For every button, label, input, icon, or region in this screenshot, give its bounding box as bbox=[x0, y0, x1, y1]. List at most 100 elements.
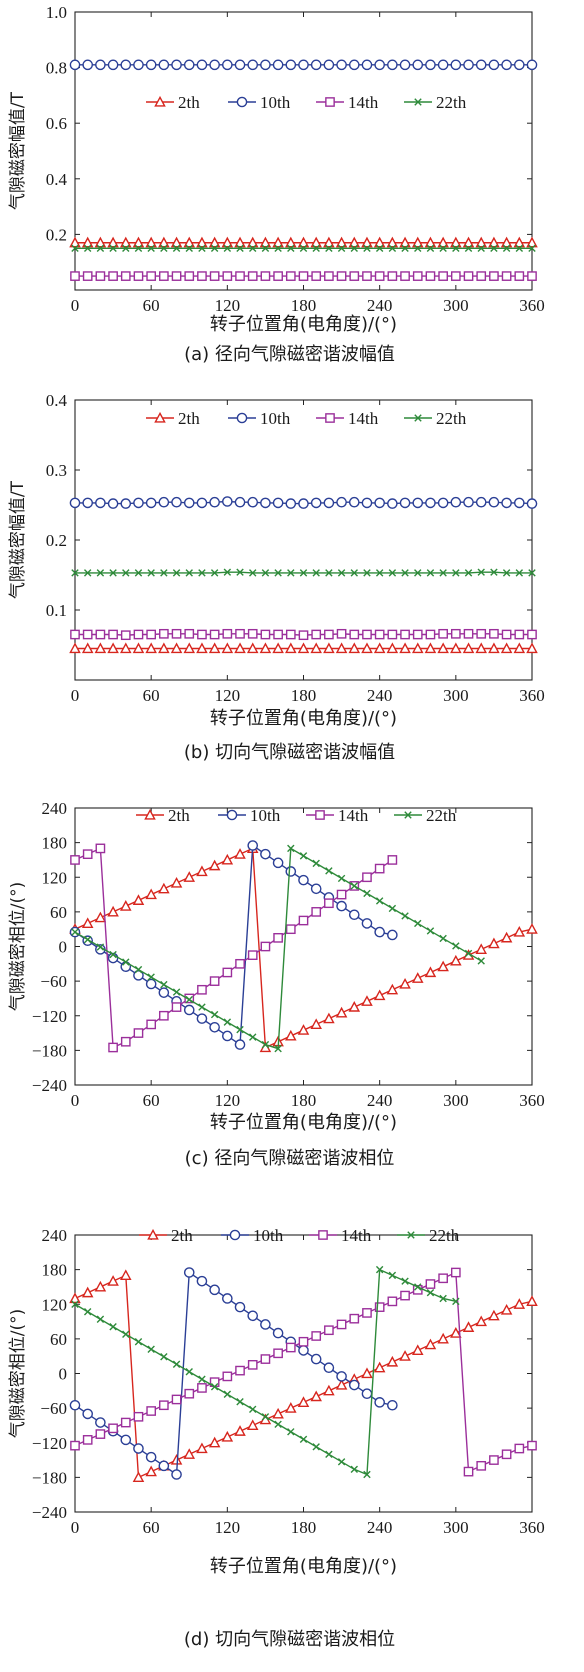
data-point-10th bbox=[336, 496, 347, 508]
data-point-22th bbox=[185, 1368, 193, 1376]
series-line-22th bbox=[74, 847, 482, 1050]
data-point-14th bbox=[159, 1010, 169, 1021]
data-point-14th bbox=[209, 271, 220, 281]
figure-caption: (c) 径向气隙磁密谐波相位 bbox=[185, 1148, 395, 1169]
data-point-2th bbox=[373, 236, 386, 248]
data-point-14th bbox=[387, 629, 398, 640]
y-tick-label: −180 bbox=[32, 1468, 67, 1487]
data-point-10th bbox=[209, 59, 220, 71]
data-point-14th bbox=[476, 271, 487, 281]
data-point-22th bbox=[490, 568, 498, 576]
data-point-14th bbox=[197, 1383, 207, 1393]
y-axis-title: 气隙磁密幅值/T bbox=[8, 91, 28, 210]
legend-label: 22th bbox=[436, 409, 467, 428]
data-point-2th bbox=[500, 1303, 513, 1315]
series-10th bbox=[69, 840, 398, 1050]
data-point-22th bbox=[71, 1300, 79, 1308]
data-point-2th bbox=[462, 236, 475, 248]
data-point-22th bbox=[299, 244, 308, 253]
data-point-10th bbox=[133, 497, 144, 509]
data-point-2th bbox=[500, 931, 513, 943]
data-point-10th bbox=[171, 496, 182, 508]
data-point-10th bbox=[285, 59, 297, 71]
data-point-14th bbox=[425, 1279, 436, 1289]
legend-marker bbox=[236, 412, 248, 424]
data-point-22th bbox=[439, 934, 447, 943]
x-axis-title: 转子位置角(电角度)/(°) bbox=[210, 1112, 397, 1133]
data-point-14th bbox=[400, 1290, 410, 1301]
data-point-22th bbox=[147, 569, 155, 577]
data-point-22th bbox=[528, 244, 536, 253]
data-point-10th bbox=[272, 497, 284, 509]
data-point-2th bbox=[526, 923, 538, 934]
data-point-14th bbox=[463, 1466, 474, 1477]
y-tick-label: −240 bbox=[32, 1503, 67, 1522]
data-point-14th bbox=[324, 271, 334, 281]
data-point-2th bbox=[158, 236, 170, 248]
data-point-2th bbox=[488, 1309, 500, 1321]
data-point-10th bbox=[310, 497, 322, 509]
data-point-2th bbox=[208, 642, 221, 654]
data-point-22th bbox=[160, 244, 168, 253]
data-point-10th bbox=[437, 497, 449, 509]
data-point-10th bbox=[234, 496, 246, 508]
data-point-22th bbox=[223, 1018, 232, 1026]
data-point-10th bbox=[374, 59, 385, 71]
data-point-2th bbox=[69, 1292, 81, 1304]
legend-marker bbox=[315, 810, 325, 820]
legend-label: 10th bbox=[250, 806, 281, 825]
data-point-22th bbox=[401, 912, 409, 920]
data-point-22th bbox=[249, 1033, 257, 1041]
data-point-2th bbox=[107, 1275, 119, 1286]
data-point-2th bbox=[411, 642, 424, 654]
data-point-14th bbox=[247, 1360, 258, 1370]
data-point-22th bbox=[375, 244, 384, 253]
legend-marker bbox=[414, 414, 422, 422]
data-point-2th bbox=[399, 977, 411, 989]
data-point-22th bbox=[452, 942, 460, 950]
data-point-14th bbox=[146, 271, 157, 281]
data-point-22th bbox=[287, 844, 295, 853]
legend-label: 10th bbox=[260, 409, 291, 428]
legend-item-2th: 2th bbox=[136, 806, 190, 825]
data-point-22th bbox=[71, 928, 79, 936]
data-point-2th bbox=[221, 642, 234, 654]
data-point-14th bbox=[171, 271, 182, 281]
series-2th bbox=[69, 642, 538, 654]
legend-item-22th: 22th bbox=[404, 409, 467, 428]
data-point-2th bbox=[500, 236, 513, 248]
data-point-2th bbox=[399, 236, 411, 248]
data-point-14th bbox=[336, 271, 347, 281]
data-point-10th bbox=[361, 918, 373, 929]
legend-marker bbox=[407, 1231, 415, 1239]
data-point-10th bbox=[145, 978, 157, 990]
data-point-22th bbox=[287, 569, 295, 577]
data-point-10th bbox=[69, 1399, 81, 1411]
legend-item-10th: 10th bbox=[218, 806, 281, 825]
data-point-2th bbox=[475, 642, 487, 654]
data-point-22th bbox=[147, 973, 155, 981]
data-point-14th bbox=[108, 1042, 118, 1053]
data-point-14th bbox=[425, 271, 436, 281]
data-point-22th bbox=[299, 1435, 308, 1444]
data-point-22th bbox=[223, 568, 232, 576]
data-point-2th bbox=[386, 983, 399, 995]
data-point-10th bbox=[260, 1319, 271, 1330]
data-point-14th bbox=[285, 1342, 296, 1353]
x-tick-label: 300 bbox=[443, 1518, 469, 1537]
data-point-2th bbox=[81, 642, 94, 654]
data-point-2th bbox=[107, 236, 119, 248]
data-point-22th bbox=[109, 950, 117, 959]
data-point-22th bbox=[388, 904, 397, 913]
series-22th bbox=[71, 844, 485, 1053]
data-point-22th bbox=[312, 244, 320, 253]
legend-label: 2th bbox=[178, 409, 200, 428]
data-point-2th bbox=[120, 642, 132, 654]
legend-marker bbox=[144, 808, 156, 820]
y-tick-label: −120 bbox=[32, 1434, 67, 1453]
data-point-14th bbox=[336, 628, 347, 639]
data-point-10th bbox=[285, 866, 297, 877]
data-point-14th bbox=[311, 629, 322, 640]
data-point-10th bbox=[209, 1021, 220, 1033]
legend-label: 14th bbox=[338, 806, 369, 825]
